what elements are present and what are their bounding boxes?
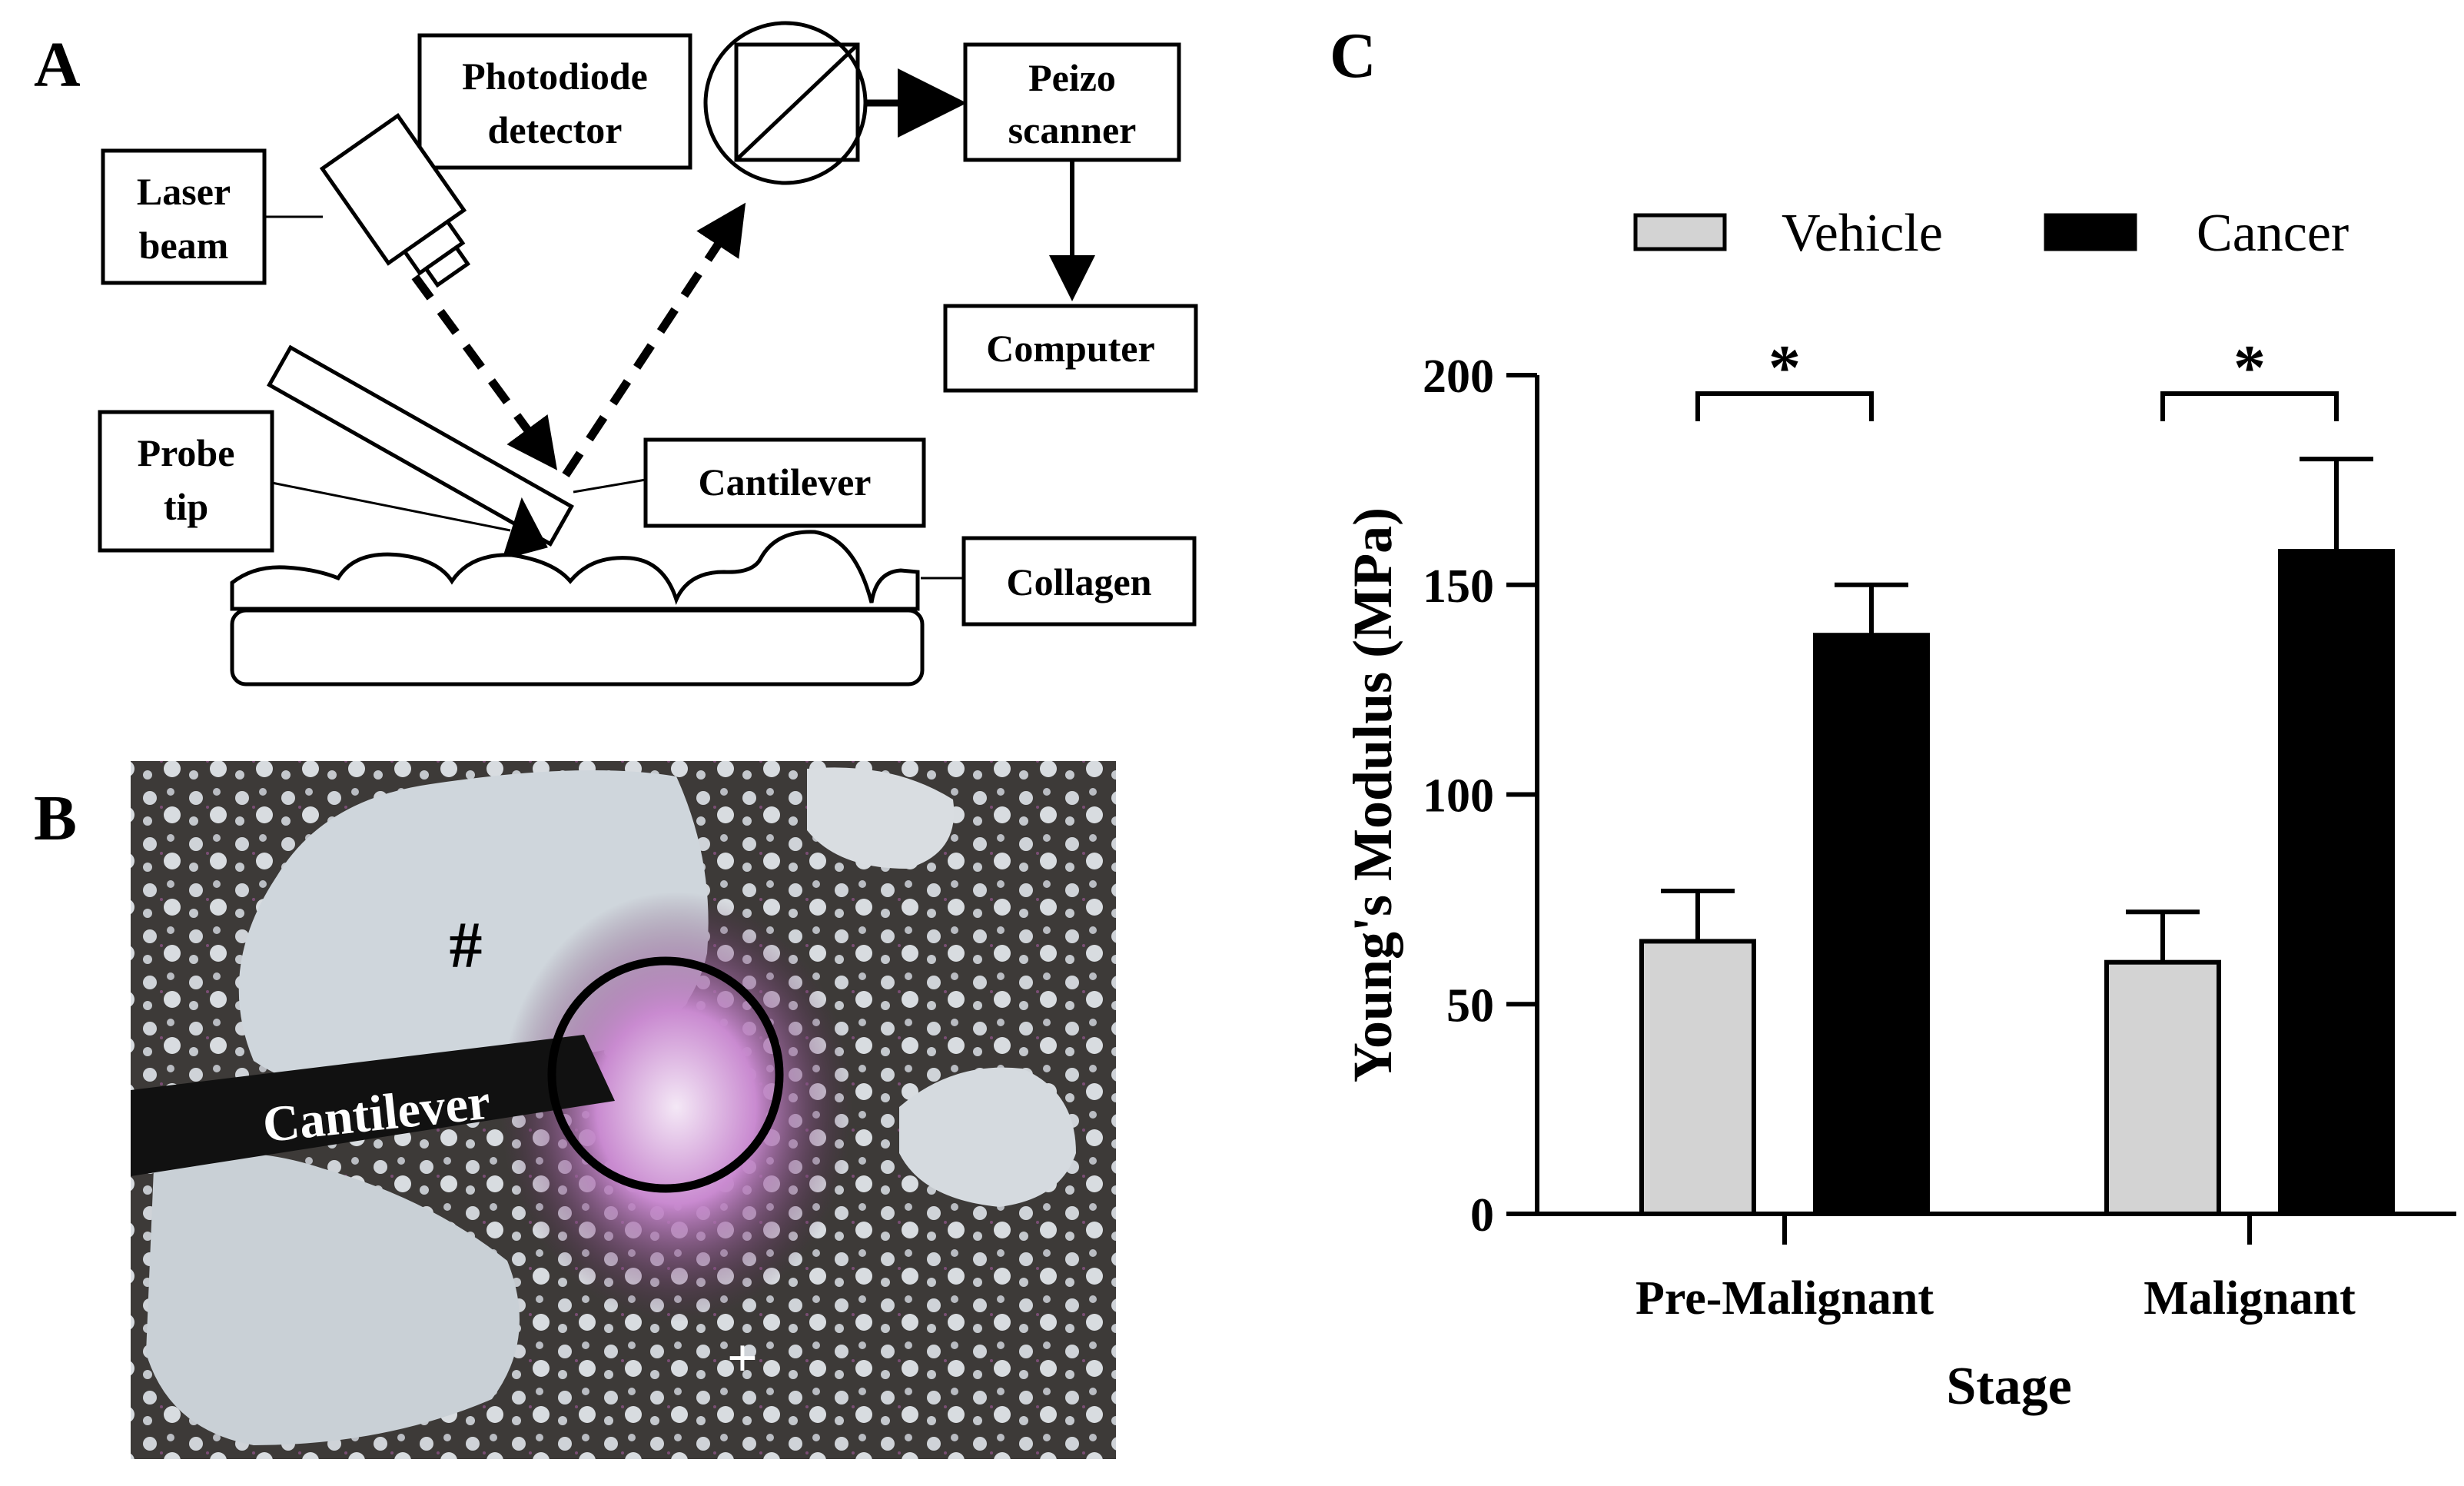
peizo-box [963, 42, 1181, 162]
peizo-label-line1: Peizo [1028, 56, 1116, 99]
bar-cancer-1 [2278, 549, 2395, 1216]
probe-label-line1: Probe [138, 431, 235, 474]
probe-tip [501, 497, 548, 560]
laser-label-line2: beam [139, 224, 229, 267]
significance-brackets: * * [1695, 332, 2339, 421]
y-ticks: 0 50 100 150 200 [1423, 351, 1537, 1242]
laser-label-line1: Laser [137, 170, 231, 213]
probe-circle [547, 956, 784, 1193]
y-tick-label: 150 [1423, 560, 1494, 613]
computer-label: Computer [986, 327, 1154, 370]
x-tick-label: Malignant [2144, 1272, 2356, 1325]
collagen-surface [230, 530, 920, 611]
substrate [230, 608, 925, 686]
x-tick-label: Pre-Malignant [1635, 1272, 1934, 1325]
panel-letter-b: B [34, 783, 77, 854]
y-tick-label: 0 [1470, 1189, 1494, 1242]
hash-marker: # [450, 908, 483, 982]
laser-box [101, 148, 267, 285]
collagen-box [961, 536, 1197, 627]
y-axis-label: Young's Modulus (MPa) [1342, 507, 1403, 1082]
photodiode-diagonal [735, 43, 859, 161]
y-tick-label: 100 [1423, 770, 1494, 823]
cantilever-leader-line [573, 478, 646, 494]
significance-star: * [2233, 332, 2266, 404]
probe-leader-line [271, 481, 511, 532]
photodiode-label-line2: detector [488, 108, 623, 151]
legend-swatch-vehicle [1633, 213, 1727, 251]
cantilever-box [643, 437, 926, 528]
y-tick-label: 50 [1446, 979, 1494, 1032]
lumen-region-top-right [807, 767, 955, 869]
lumen-region-lower [146, 1153, 520, 1445]
computer-box [943, 304, 1198, 393]
peizo-label-line2: scanner [1008, 108, 1137, 151]
probe-label-line2: tip [164, 485, 208, 528]
cantilever-box-label: Cantilever [699, 460, 872, 504]
legend-label-cancer: Cancer [2197, 204, 2349, 263]
legend-swatch-cancer [2044, 213, 2137, 251]
bar-chart: Vehicle Cancer 0 50 100 150 200 Pre-Malignan… [1342, 204, 2456, 1416]
afm-diagram: Photodiode detector Peizo scanner Comput… [98, 21, 1198, 686]
photodiode-label-line1: Photodiode [462, 55, 648, 98]
plus-marker: + [727, 1329, 758, 1388]
bar-cancer-0 [1813, 633, 1930, 1216]
photodiode-box [417, 33, 692, 170]
probe-box [98, 410, 274, 553]
laser-device [319, 113, 471, 288]
x-axis-label: Stage [1946, 1357, 2071, 1416]
stained-tissue-glow [500, 892, 853, 1322]
x-ticks: Pre-Malignant Malignant [1635, 1214, 2356, 1325]
legend-label-vehicle: Vehicle [1782, 204, 1943, 263]
significance-bracket [1695, 391, 1874, 421]
bar-vehicle-1 [2104, 959, 2221, 1216]
significance-bracket [2160, 391, 2339, 421]
lumen-region-right [899, 1067, 1076, 1207]
legend: Vehicle Cancer [1633, 204, 2349, 263]
significance-star: * [1768, 332, 1801, 404]
micrograph: Cantilever # + [131, 761, 1116, 1459]
photodiode-square [734, 42, 860, 162]
micrograph-cantilever [131, 1035, 615, 1176]
y-tick-label: 200 [1423, 351, 1494, 403]
collagen-box-label: Collagen [1007, 560, 1152, 603]
reflected-laser-path [562, 202, 746, 478]
bar-vehicle-0 [1639, 939, 1756, 1217]
incident-laser-path [411, 274, 558, 470]
panel-letter-a: A [34, 29, 81, 101]
panel-letter-c: C [1330, 20, 1376, 91]
bars [1639, 457, 2395, 1217]
cantilever [267, 344, 574, 547]
